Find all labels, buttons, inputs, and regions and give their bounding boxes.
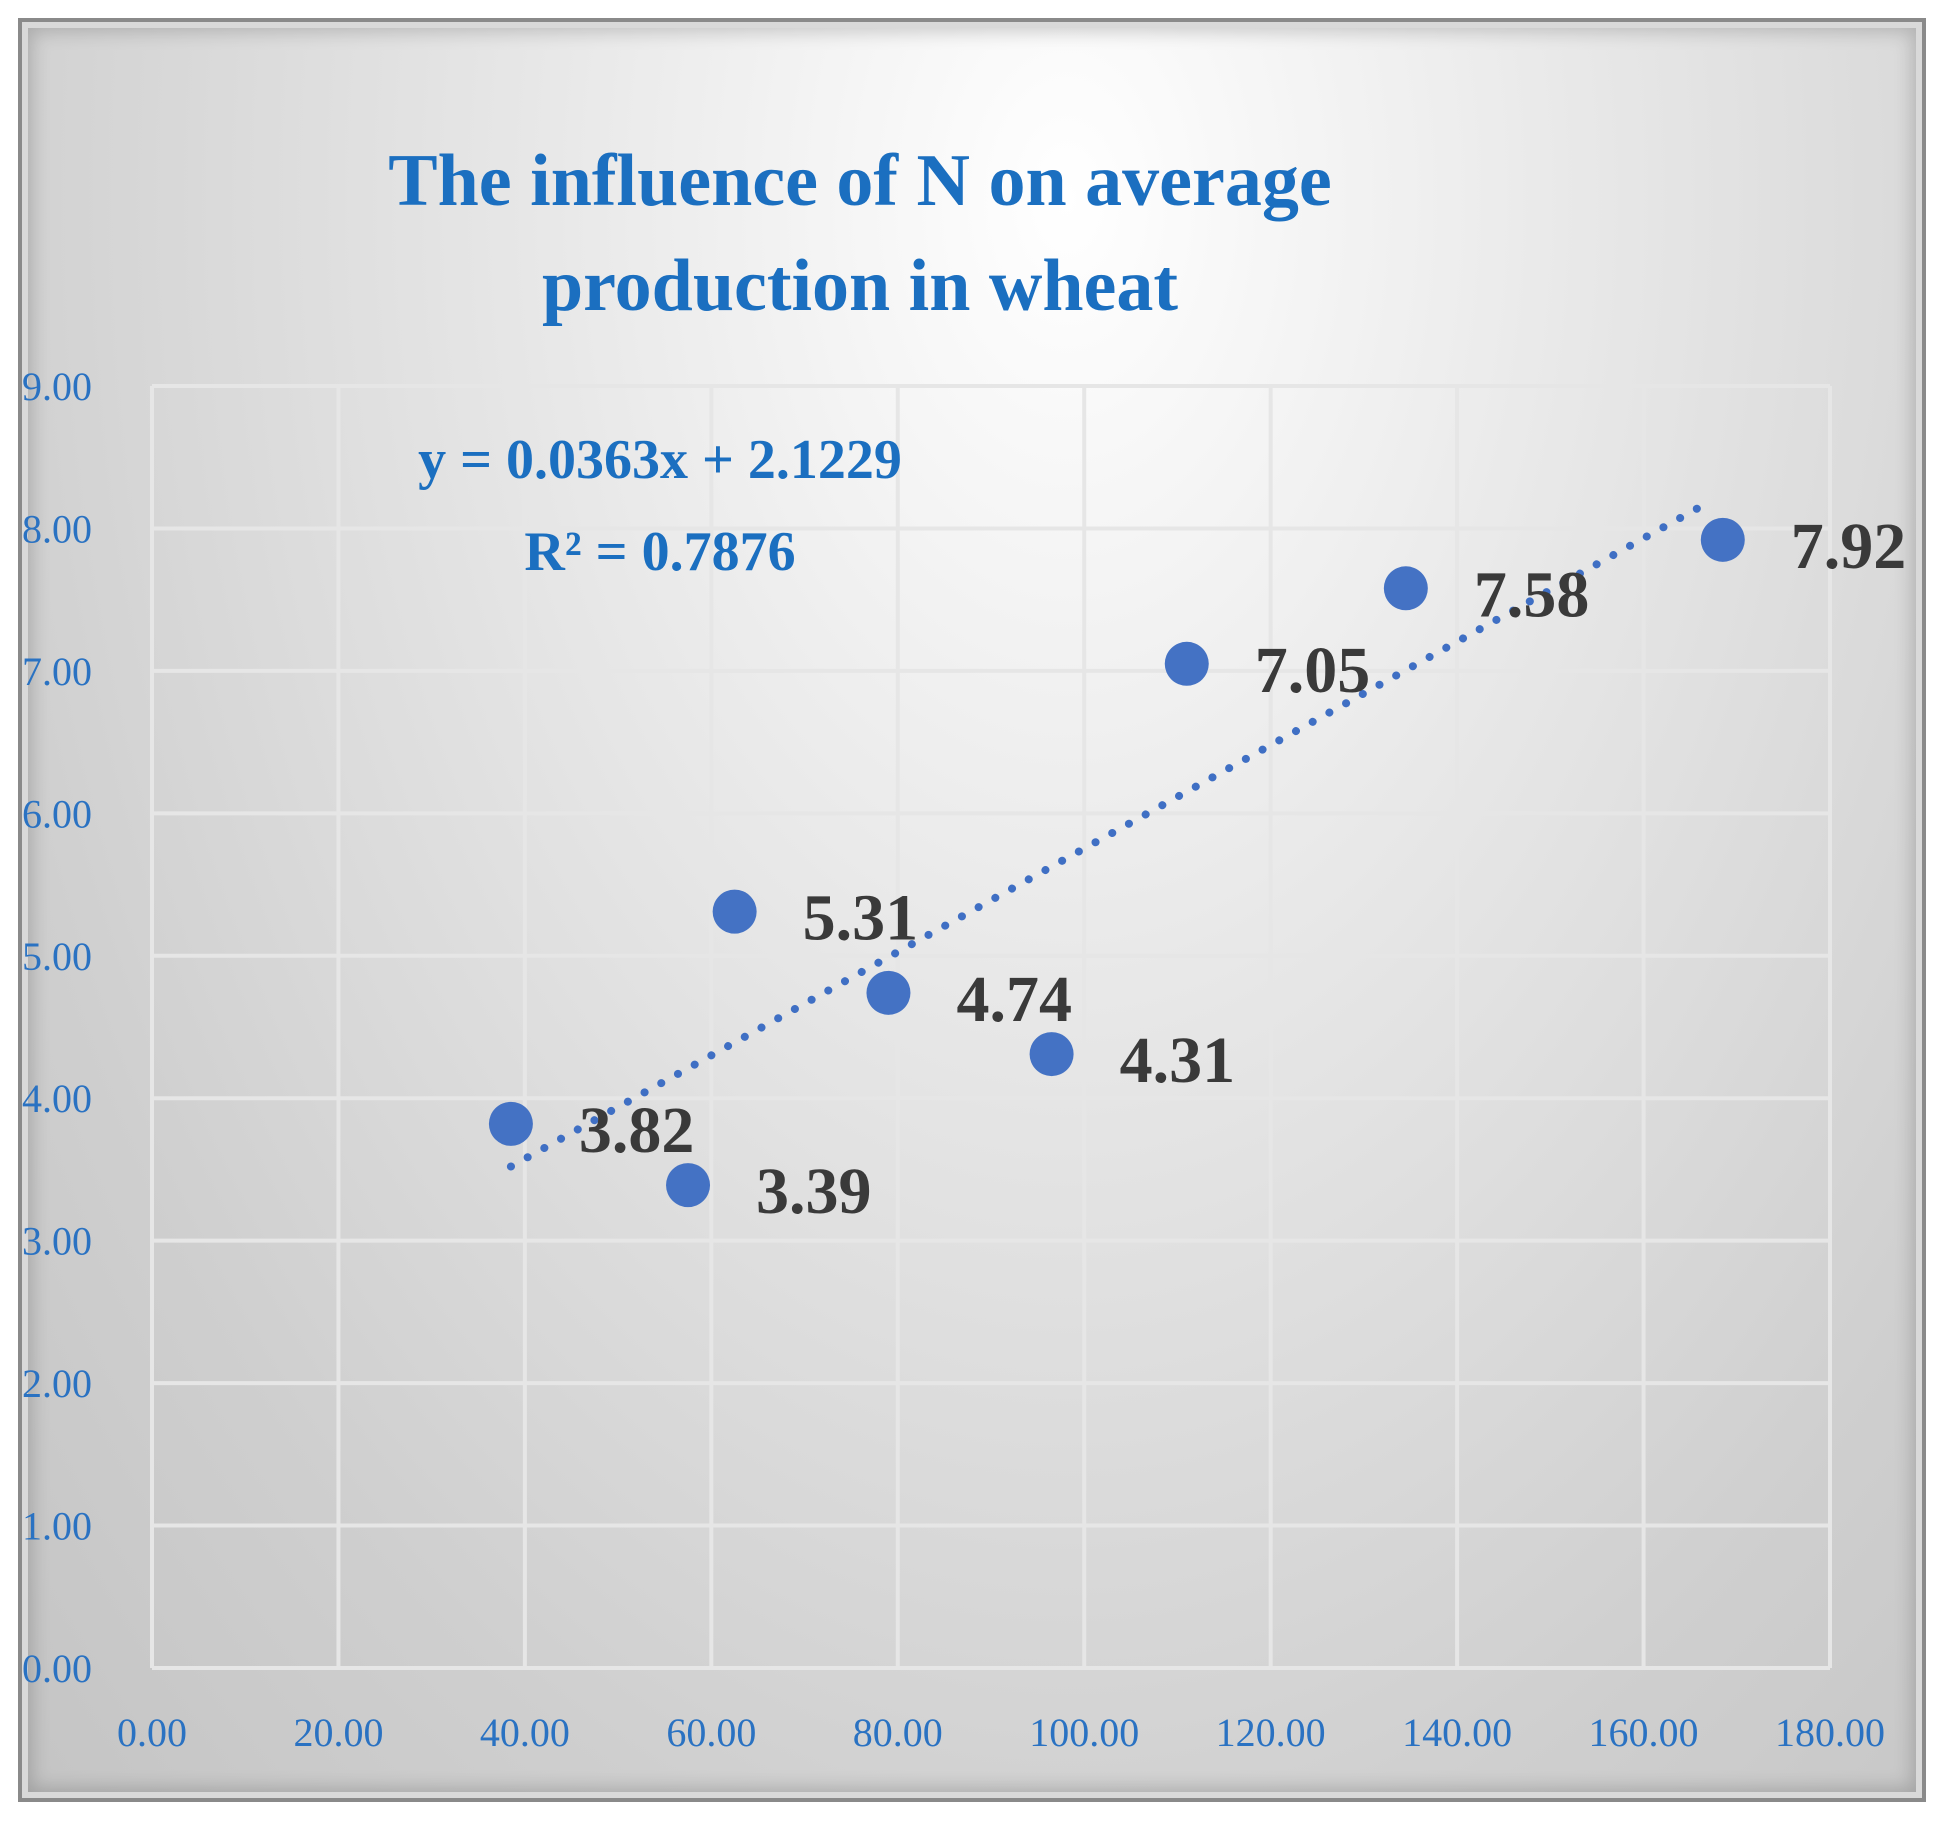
x-tick-label: 40.00 <box>480 1710 570 1755</box>
trendline-equation: y = 0.0363x + 2.1229 <box>418 429 902 491</box>
data-label: 3.39 <box>756 1155 872 1228</box>
data-label: 7.05 <box>1255 634 1371 707</box>
x-tick-label: 80.00 <box>853 1710 943 1755</box>
y-tick-label: 2.00 <box>22 1361 92 1406</box>
x-tick-label: 60.00 <box>666 1710 756 1755</box>
x-tick-label: 20.00 <box>293 1710 383 1755</box>
x-tick-label: 0.00 <box>117 1710 187 1755</box>
tick-labels-layer: 0.00 20.00 40.00 60.00 80.00 100.00 120.00 140.… <box>22 364 1885 1755</box>
x-tick-label: 120.00 <box>1216 1710 1326 1755</box>
x-tick-label: 160.00 <box>1589 1710 1699 1755</box>
trendline-r-squared: R² = 0.7876 <box>524 521 795 583</box>
y-tick-label: 4.00 <box>22 1076 92 1121</box>
data-label: 5.31 <box>803 882 919 955</box>
y-tick-label: 3.00 <box>22 1219 92 1264</box>
data-point <box>712 889 757 934</box>
y-tick-label: 1.00 <box>22 1504 92 1549</box>
data-label: 7.92 <box>1791 510 1907 583</box>
y-tick-label: 9.00 <box>22 364 92 409</box>
data-label: 7.58 <box>1474 558 1590 631</box>
data-point <box>1029 1032 1074 1077</box>
trendline-layer <box>506 500 1709 1171</box>
chart-title-line-1: The influence of N on average <box>388 140 1331 222</box>
x-tick-label: 180.00 <box>1775 1710 1885 1755</box>
data-point <box>1700 517 1745 562</box>
chart-title-line-2: production in wheat <box>542 245 1178 327</box>
points-layer <box>488 517 1745 1208</box>
data-point <box>1164 641 1209 686</box>
data-point <box>1383 566 1428 611</box>
y-tick-label: 5.00 <box>22 934 92 979</box>
y-tick-label: 8.00 <box>22 506 92 551</box>
grid <box>150 384 1832 1670</box>
data-labels-layer: 3.82 3.39 5.31 4.74 4.31 7.05 7.58 7.92 <box>579 510 1906 1228</box>
data-point <box>666 1163 711 1208</box>
data-label: 3.82 <box>579 1094 695 1167</box>
trendline <box>506 500 1709 1171</box>
chart-frame <box>18 18 1926 1802</box>
y-tick-label: 6.00 <box>22 791 92 836</box>
x-tick-label: 140.00 <box>1402 1710 1512 1755</box>
data-label: 4.31 <box>1120 1024 1236 1097</box>
y-tick-label: 7.00 <box>22 649 92 694</box>
data-point <box>866 970 911 1015</box>
x-tick-label: 100.00 <box>1029 1710 1139 1755</box>
y-tick-label: 0.00 <box>22 1646 92 1691</box>
data-label: 4.74 <box>956 963 1072 1036</box>
data-point <box>488 1101 533 1146</box>
